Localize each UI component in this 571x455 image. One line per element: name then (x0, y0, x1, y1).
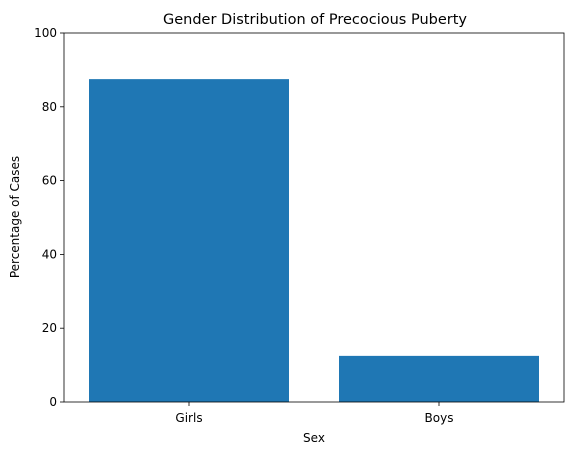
x-tick-label: Boys (425, 411, 454, 425)
bar-girls (89, 79, 289, 402)
x-axis-title: Sex (303, 431, 325, 445)
y-tick-label: 100 (34, 26, 57, 40)
y-tick-label: 40 (42, 247, 57, 261)
y-tick-label: 20 (42, 321, 57, 335)
bar-boys (339, 355, 539, 402)
x-axis-ticks: Girls Boys (175, 402, 453, 425)
y-axis-title: Percentage of Cases (8, 156, 22, 278)
plot-frame (63, 32, 565, 403)
y-axis-ticks: 0 20 40 60 80 100 (34, 26, 64, 409)
y-tick-label: 80 (42, 100, 57, 114)
y-tick-label: 0 (49, 395, 57, 409)
bars-layer (89, 79, 539, 402)
y-tick-label: 60 (42, 174, 57, 188)
chart-title: Gender Distribution of Precocious Pubert… (163, 12, 467, 28)
x-tick-label: Girls (175, 411, 202, 425)
